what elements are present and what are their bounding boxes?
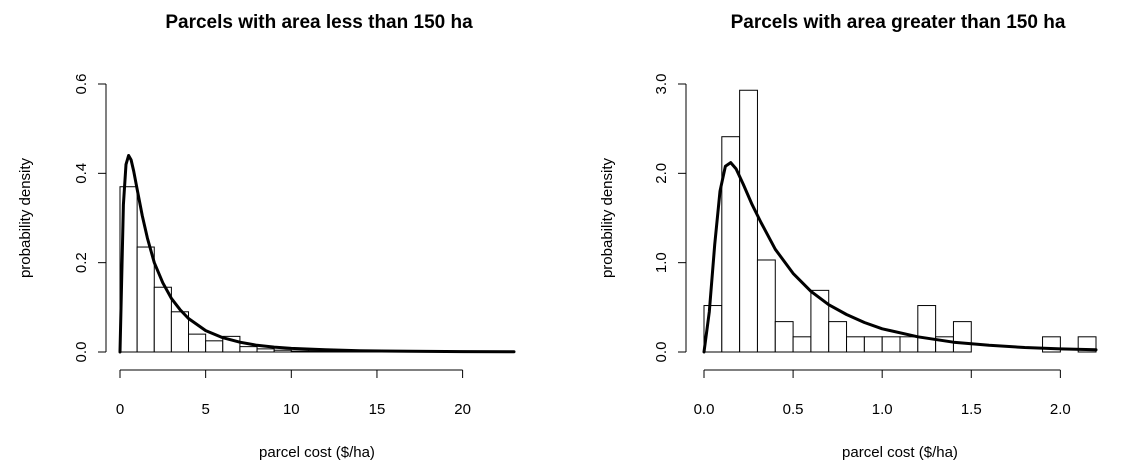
y-tick-label: 1.0 (653, 252, 670, 273)
histogram-bar (307, 350, 327, 353)
histogram-bar (792, 336, 812, 353)
histogram-bar (239, 346, 258, 353)
x-axis-label: parcel cost ($/ha) (842, 444, 958, 461)
histogram-bar (205, 340, 224, 353)
x-tick-label: 2.0 (1050, 401, 1071, 418)
x-tick-label: 1.0 (872, 401, 893, 418)
histogram-bar (881, 336, 901, 353)
histogram-bar (188, 333, 207, 353)
histogram-bar (153, 286, 172, 353)
histogram-bar (899, 336, 919, 353)
x-tick-label: 0.0 (694, 401, 715, 418)
histogram-bar (136, 246, 155, 353)
y-tick-label: 0.2 (73, 252, 90, 273)
x-tick-label: 20 (454, 401, 471, 418)
x-tick-label: 15 (369, 401, 386, 418)
y-tick-label: 0.6 (73, 74, 90, 95)
density-curve (118, 154, 516, 354)
chart-title: Parcels with area greater than 150 ha (731, 12, 1066, 33)
histogram-bar (846, 336, 865, 353)
y-axis-label: probability density (17, 157, 34, 278)
x-tick-label: 0.5 (783, 401, 804, 418)
x-tick-label: 0 (116, 401, 124, 418)
x-tick-label: 1.5 (961, 401, 982, 418)
histogram-bar (952, 321, 972, 353)
histogram-bar (917, 305, 937, 353)
x-axis-label: parcel cost ($/ha) (259, 444, 375, 461)
y-tick-label: 0.0 (73, 342, 90, 363)
y-tick-label: 0.0 (653, 342, 670, 363)
histogram-bar (273, 349, 292, 353)
histogram-bar (828, 321, 848, 353)
y-tick-label: 2.0 (653, 163, 670, 184)
histogram-bar (739, 89, 758, 353)
chart-panel-1: Parcels with area less than 150 ha 0 5 10 15… (17, 12, 516, 461)
y-axis-label: probability density (599, 157, 616, 278)
histogram-bar (290, 350, 309, 353)
x-tick-label: 10 (283, 401, 300, 418)
histogram-bar (863, 336, 883, 353)
x-tick-label: 5 (201, 401, 209, 418)
y-tick-label: 3.0 (653, 74, 670, 95)
histogram-bar (756, 259, 776, 353)
histogram-bar (774, 321, 794, 353)
y-tick-label: 0.4 (73, 163, 90, 184)
chart-panel-2: Parcels with area greater than 150 ha 0.0… (599, 12, 1098, 461)
histogram-bar (256, 348, 275, 353)
chart-title: Parcels with area less than 150 ha (165, 12, 473, 33)
density-curve (702, 161, 1098, 354)
histogram-bar (170, 311, 190, 353)
